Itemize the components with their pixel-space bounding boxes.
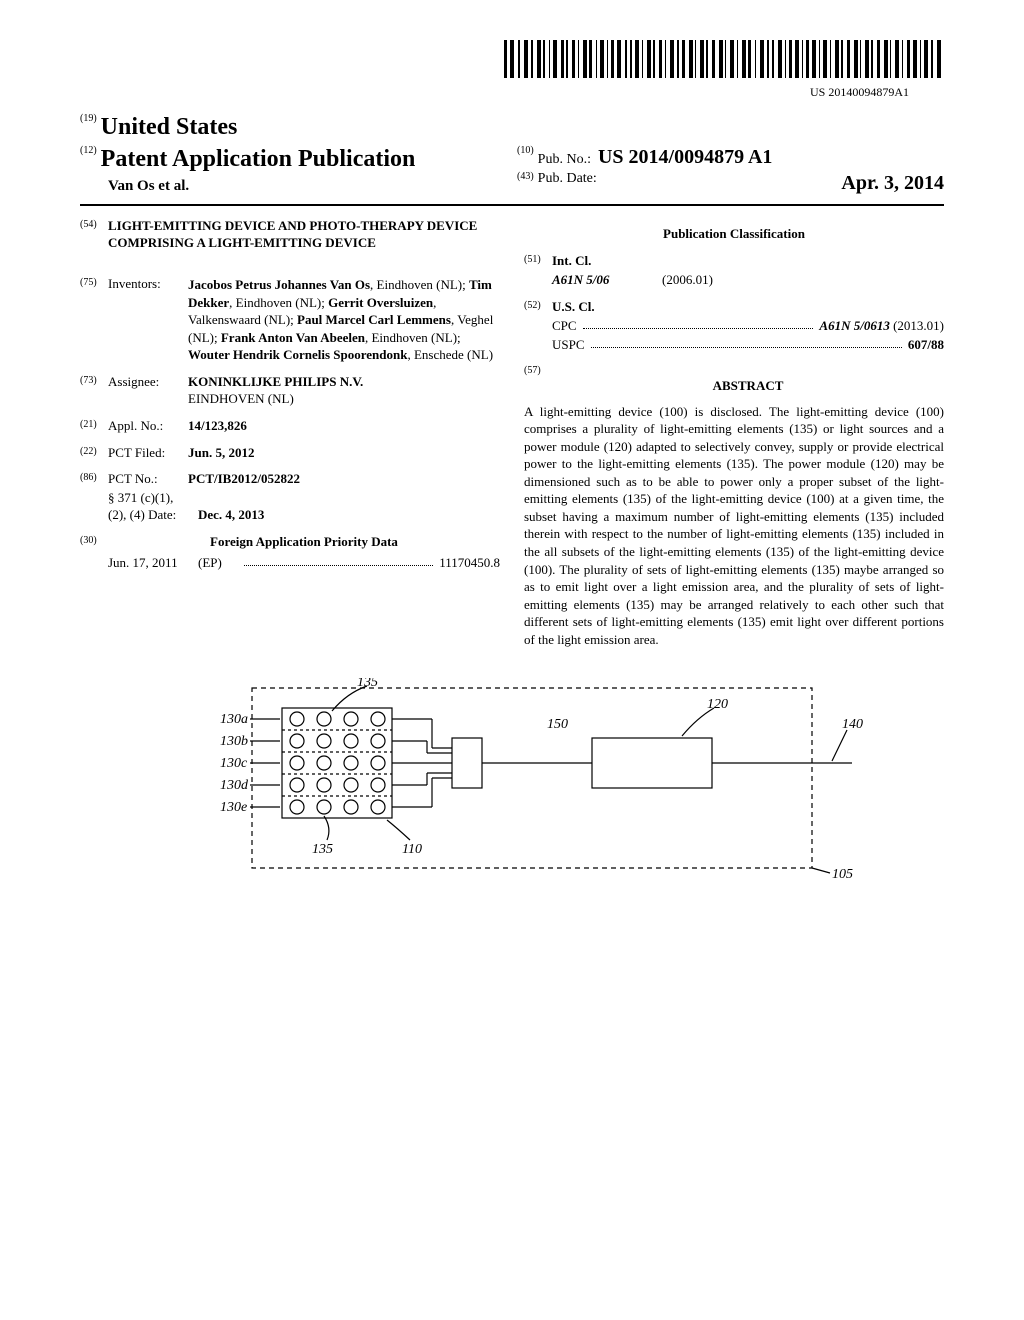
pctfiled-value: Jun. 5, 2012 <box>188 445 254 460</box>
cpc-value: A61N 5/0613 <box>819 318 889 333</box>
applno-num: (21) <box>80 418 108 435</box>
fig-label-135-bottom: 135 <box>312 842 333 857</box>
title-num: (54) <box>80 218 108 266</box>
abstract-heading: ABSTRACT <box>552 378 944 395</box>
abstract-num: (57) <box>524 364 552 403</box>
pubdate-value: Apr. 3, 2014 <box>841 170 944 196</box>
fig-label-130d: 130d <box>220 778 249 793</box>
uspc-value: 607/88 <box>908 337 944 352</box>
divider <box>80 204 944 206</box>
fig-label-140: 140 <box>842 717 863 732</box>
fig-label-105: 105 <box>832 867 853 882</box>
assignee-num: (73) <box>80 374 108 408</box>
pctno-num: (86) <box>80 471 108 488</box>
barcode-region <box>80 40 944 83</box>
priority-country: (EP) <box>198 555 238 572</box>
uscl-num: (52) <box>524 299 552 316</box>
patent-figure: 130a 130b 130c 130d 130e 135 135 110 150… <box>80 678 944 903</box>
assignee-loc: EINDHOVEN (NL) <box>188 391 294 406</box>
pctno-value: PCT/IB2012/052822 <box>188 471 300 486</box>
uscl-label: U.S. Cl. <box>552 299 595 314</box>
fig-label-130b: 130b <box>220 734 248 749</box>
pubno-value: US 2014/0094879 A1 <box>598 146 772 168</box>
cpc-year: (2013.01) <box>893 318 944 333</box>
s371-1: § 371 (c)(1), <box>108 490 198 507</box>
pctfiled-label: PCT Filed: <box>108 445 188 462</box>
intcl-num: (51) <box>524 253 552 270</box>
patent-title: LIGHT-EMITTING DEVICE AND PHOTO-THERAPY … <box>108 218 500 252</box>
barcode-number: US 20140094879A1 <box>80 85 944 101</box>
cpc-label: CPC <box>552 318 577 335</box>
s371-date: Dec. 4, 2013 <box>198 507 264 522</box>
inventors-num: (75) <box>80 276 108 364</box>
priority-heading: Foreign Application Priority Data <box>108 534 500 551</box>
priority-date: Jun. 17, 2011 <box>108 555 198 572</box>
abstract-text: A light-emitting device (100) is disclos… <box>524 403 944 649</box>
fig-label-130c: 130c <box>220 756 248 771</box>
s371-2: (2), (4) Date: <box>108 507 198 524</box>
pctno-label: PCT No.: <box>108 471 188 488</box>
assignee-label: Assignee: <box>108 374 188 408</box>
applno-label: Appl. No.: <box>108 418 188 435</box>
assignee-value: KONINKLIJKE PHILIPS N.V. <box>188 374 363 389</box>
fig-label-150: 150 <box>547 717 568 732</box>
inventors-label: Inventors: <box>108 276 188 364</box>
fig-label-130a: 130a <box>220 712 248 727</box>
applno-value: 14/123,826 <box>188 418 247 433</box>
country-label: United States <box>101 114 238 140</box>
intcl-year: (2006.01) <box>662 272 713 289</box>
barcode-icon <box>504 40 944 78</box>
priority-appnum: 11170450.8 <box>439 555 500 572</box>
figure-svg: 130a 130b 130c 130d 130e 135 135 110 150… <box>152 678 872 898</box>
intcl-label: Int. Cl. <box>552 253 591 268</box>
fig-label-130e: 130e <box>220 800 247 815</box>
us-num: (19) <box>80 113 97 124</box>
pubno-num: (10) <box>517 145 534 156</box>
classification-heading: Publication Classification <box>524 226 944 243</box>
uspc-label: USPC <box>552 337 585 354</box>
fig-label-110: 110 <box>402 842 422 857</box>
priority-num: (30) <box>80 534 108 551</box>
pctfiled-num: (22) <box>80 445 108 462</box>
author-header: Van Os et al. <box>80 177 507 197</box>
pub-num: (12) <box>80 145 97 156</box>
intcl-code: A61N 5/06 <box>552 272 609 287</box>
doc-type-label: Patent Application Publication <box>101 146 416 172</box>
pubdate-num: (43) <box>517 171 534 182</box>
pubno-label: Pub. No.: <box>538 152 591 167</box>
pubdate-label: Pub. Date: <box>538 171 597 186</box>
inventors-list: Jacobos Petrus Johannes Van Os, Eindhove… <box>188 276 500 364</box>
